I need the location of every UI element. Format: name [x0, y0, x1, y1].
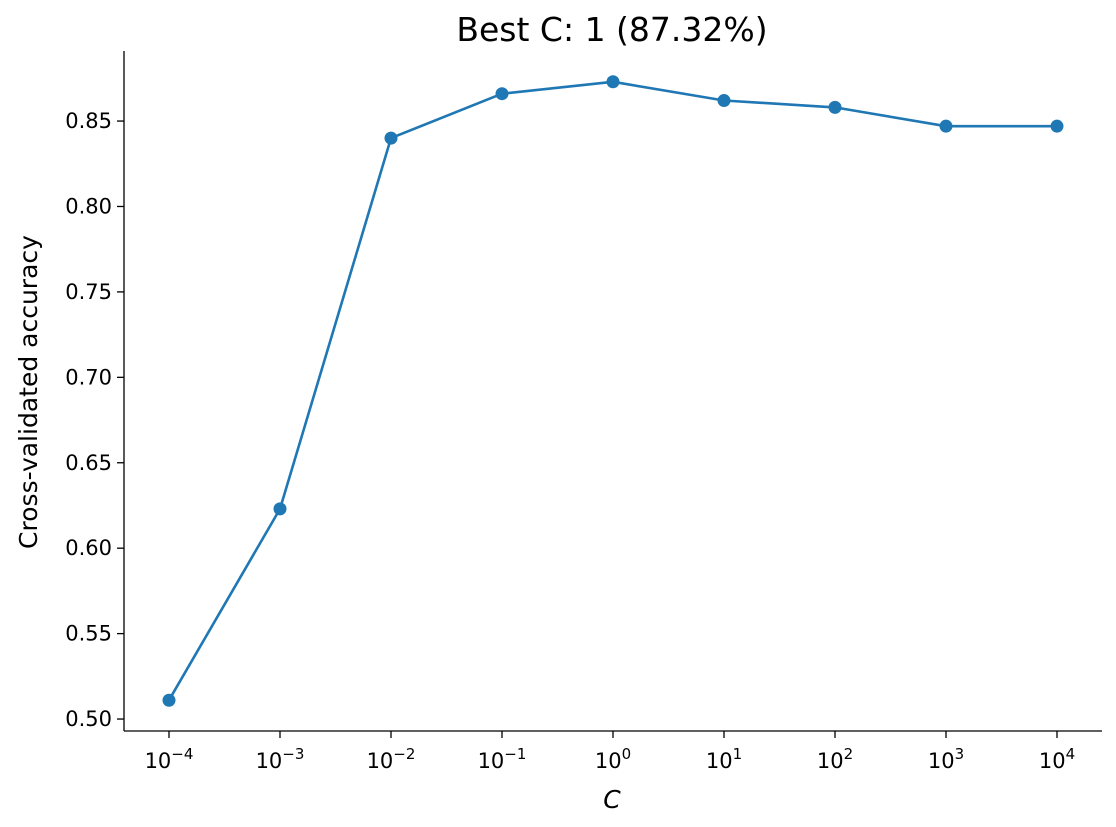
x-tick-label: 101: [706, 745, 742, 773]
y-tick-label: 0.70: [65, 365, 112, 389]
y-tick-label: 0.75: [65, 280, 112, 304]
x-tick-label: 104: [1039, 745, 1075, 773]
data-point: [495, 87, 509, 101]
data-point: [606, 75, 620, 89]
y-tick-label: 0.60: [65, 536, 112, 560]
data-point: [384, 131, 398, 145]
x-ticks: 10−4 10−3 10−2 10−1 100 101 102 103 104: [145, 731, 1075, 773]
y-axis: 0.50 0.55 0.60 0.65 0.70 0.75 0.80 0.85: [65, 51, 125, 731]
y-axis-label: Cross-validated accuracy: [14, 235, 43, 549]
plot-area: [162, 75, 1064, 707]
data-point: [162, 693, 176, 707]
y-tick-label: 0.65: [65, 451, 112, 475]
data-point: [273, 502, 287, 516]
x-axis-label: C: [603, 785, 621, 814]
x-tick-label: 102: [817, 745, 853, 773]
data-point: [1050, 119, 1064, 133]
x-tick-label: 100: [595, 745, 631, 773]
x-tick-label: 10−2: [367, 745, 416, 773]
y-ticks: 0.50 0.55 0.60 0.65 0.70 0.75 0.80 0.85: [65, 109, 124, 731]
x-tick-label: 10−4: [145, 745, 194, 773]
y-tick-label: 0.50: [65, 707, 112, 731]
y-tick-label: 0.80: [65, 194, 112, 218]
y-tick-label: 0.55: [65, 622, 112, 646]
y-tick-label: 0.85: [65, 109, 112, 133]
chart-title: Best C: 1 (87.32%): [456, 10, 767, 49]
x-tick-label: 10−3: [256, 745, 305, 773]
x-tick-label: 103: [928, 745, 964, 773]
series-line: [167, 80, 1059, 702]
x-tick-label: 10−1: [478, 745, 527, 773]
data-point: [939, 119, 953, 133]
data-point: [717, 94, 731, 108]
data-point: [828, 100, 842, 114]
x-axis: 10−4 10−3 10−2 10−1 100 101 102 103 104: [124, 730, 1102, 773]
